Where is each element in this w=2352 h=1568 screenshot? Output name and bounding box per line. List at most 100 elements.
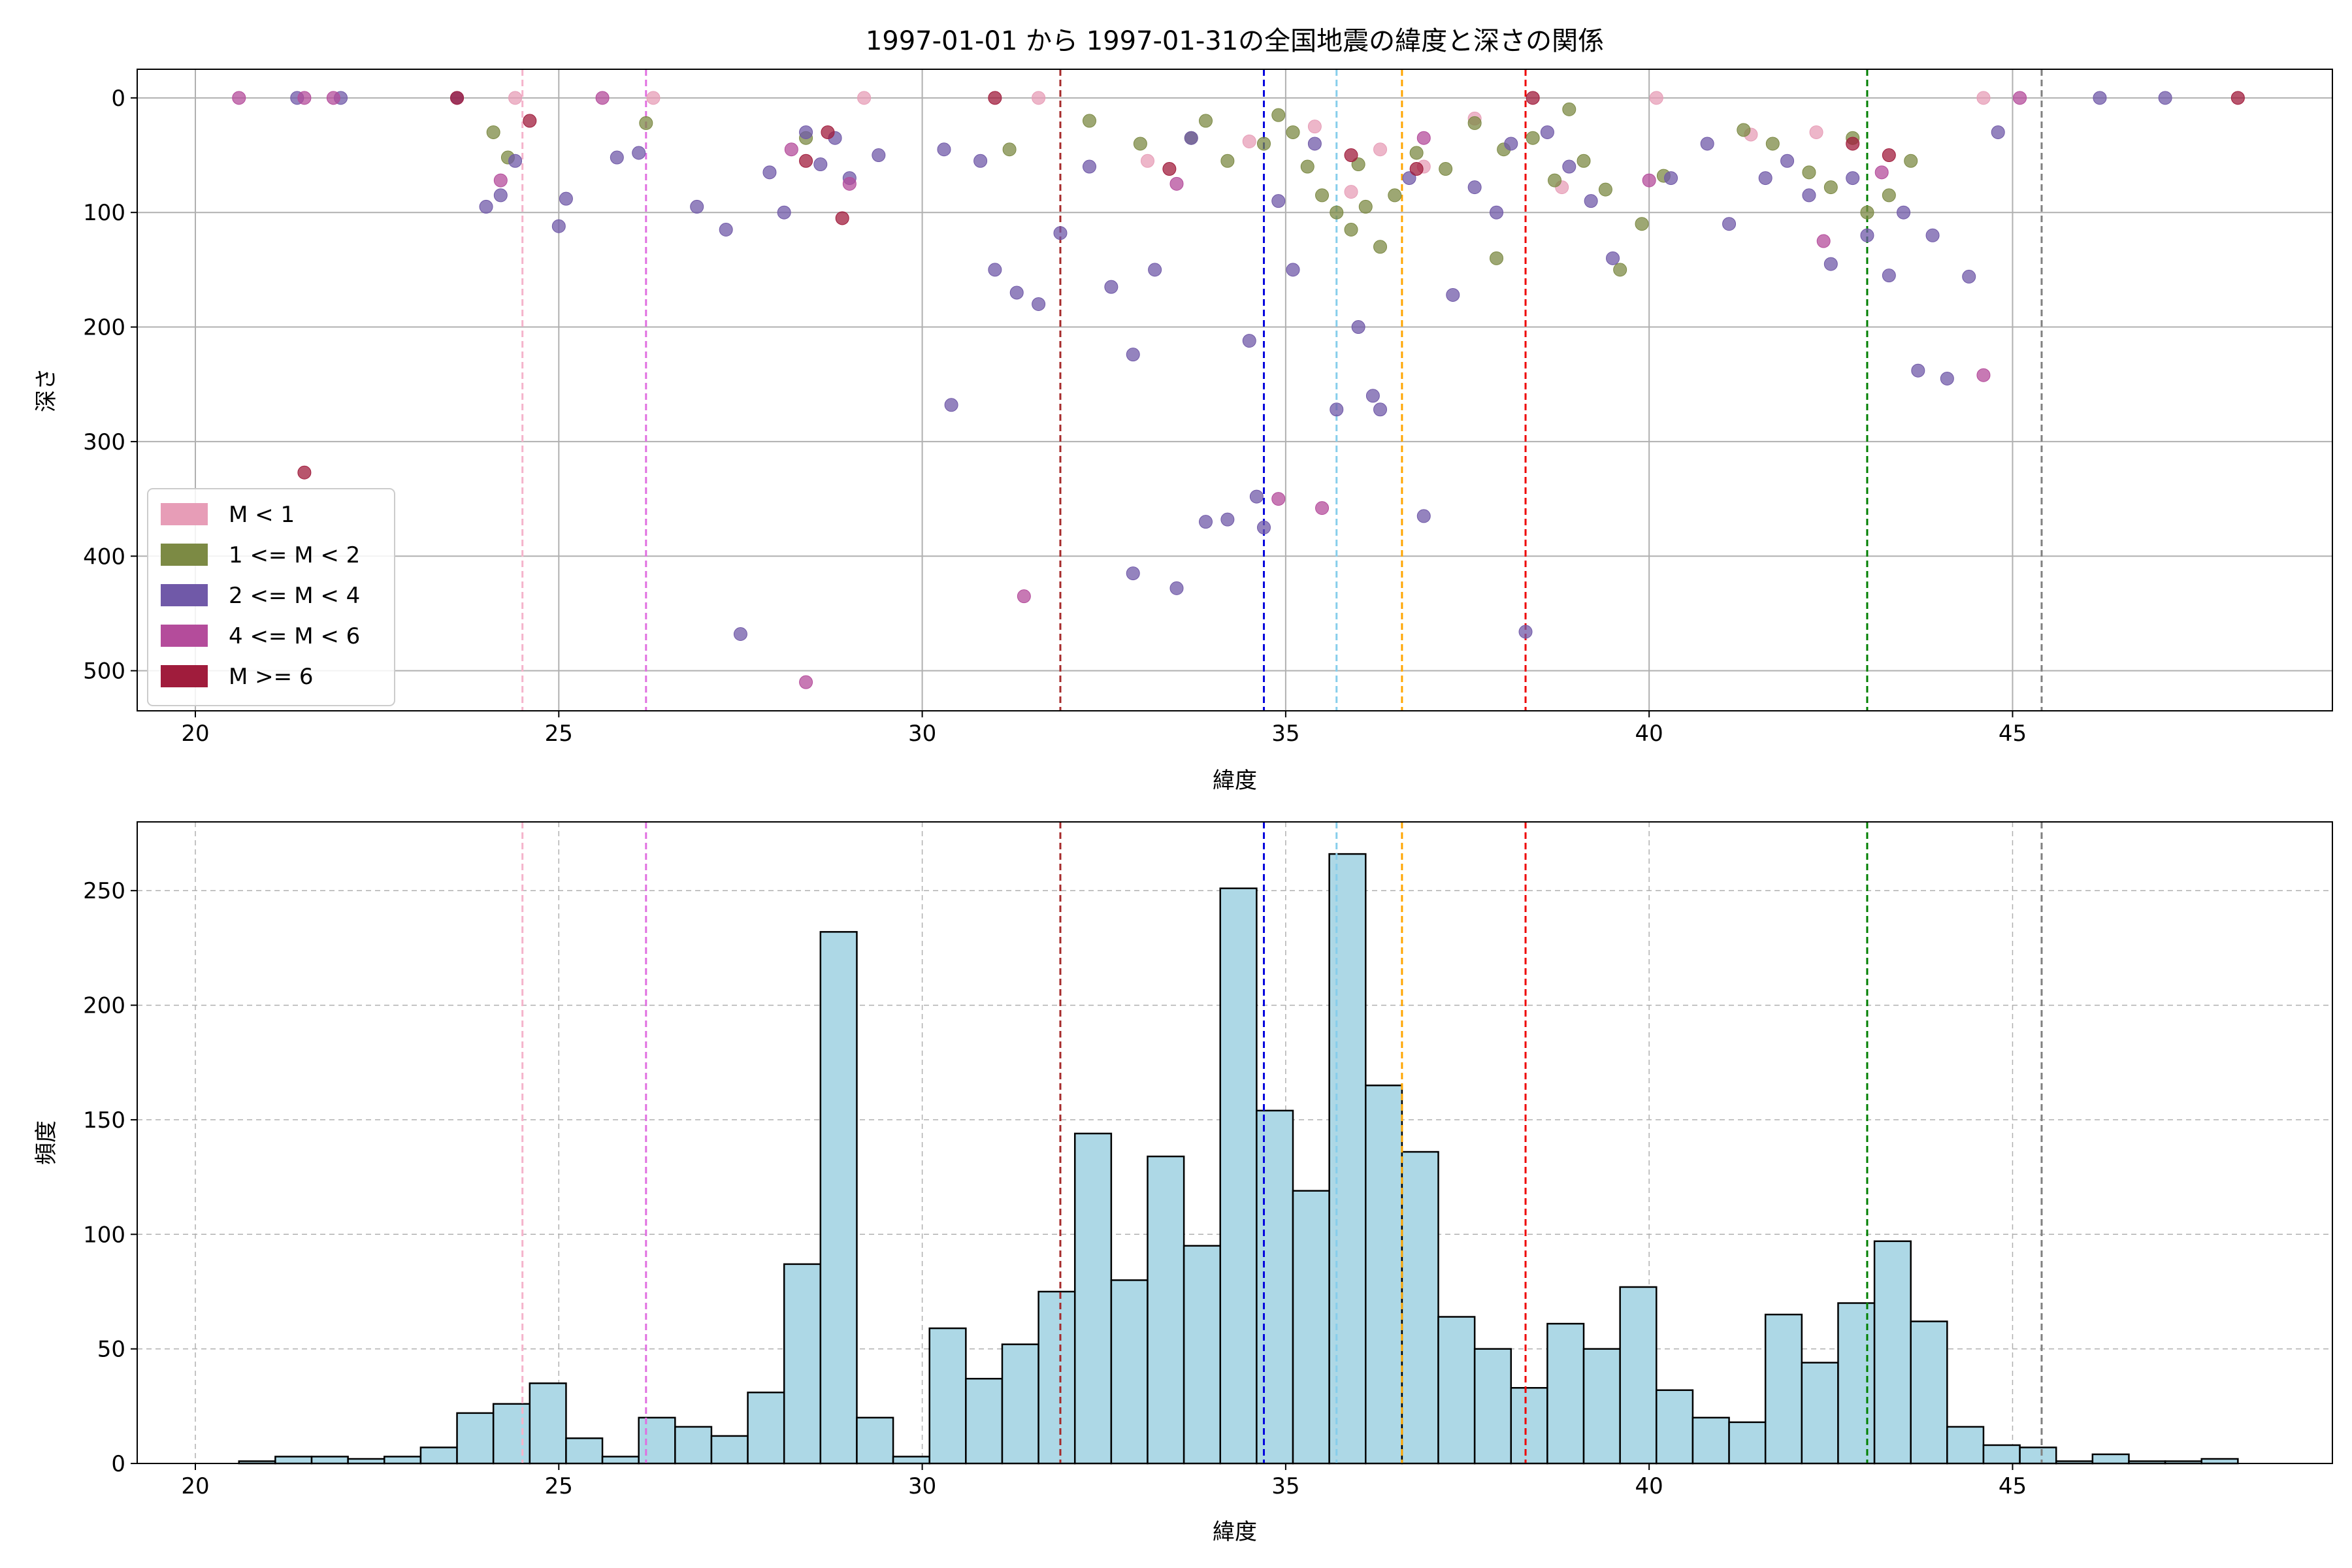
legend-swatch — [161, 544, 208, 566]
histogram-bar — [1946, 1426, 1985, 1465]
scatter-point — [1409, 146, 1424, 160]
histogram-bar — [856, 1416, 894, 1465]
histogram-bar — [2200, 1458, 2239, 1465]
legend-label: 1 <= M < 2 — [229, 542, 360, 568]
scatter-point — [1976, 368, 1991, 382]
scatter-point — [559, 191, 573, 206]
scatter-point — [1373, 402, 1388, 417]
scatter-point — [1169, 581, 1184, 595]
scatter-point — [1242, 134, 1256, 148]
scatter-xtick-label: 20 — [181, 721, 209, 747]
histogram-bar — [1473, 1348, 1512, 1465]
histogram-xtick-label: 40 — [1635, 1473, 1663, 1499]
scatter-point — [1962, 269, 1976, 284]
histogram-xlabel: 緯度 — [1213, 1519, 1257, 1545]
scatter-point — [2093, 91, 2107, 105]
scatter-point — [1991, 125, 2005, 139]
scatter-point — [1017, 589, 1031, 604]
histogram-xtick-label: 45 — [1999, 1473, 2027, 1499]
histogram-bar — [1256, 1109, 1294, 1465]
scatter-ylabel: 深さ — [33, 368, 59, 412]
histogram-bar — [1001, 1343, 1039, 1465]
histogram-bar — [565, 1437, 604, 1465]
scatter-point — [813, 157, 828, 172]
histogram-bar — [1401, 1151, 1439, 1465]
scatter-point — [1257, 137, 1271, 151]
scatter-point — [1860, 228, 1874, 242]
scatter-point — [821, 125, 835, 139]
histogram-bar — [710, 1435, 749, 1465]
scatter-xtick-label: 30 — [908, 721, 936, 747]
scatter-frame — [137, 69, 2333, 711]
scatter-point — [1104, 280, 1119, 294]
scatter-point — [1330, 402, 1344, 417]
scatter-point — [1373, 142, 1388, 157]
scatter-point — [1635, 217, 1649, 231]
scatter-point — [639, 116, 653, 130]
scatter-point — [2013, 91, 2027, 105]
histogram-bar — [1837, 1302, 1876, 1465]
histogram-bar — [1691, 1416, 1730, 1465]
scatter-point — [1816, 234, 1831, 248]
scatter-point — [1526, 91, 1540, 105]
scatter-point — [1416, 509, 1431, 523]
scatter-point — [1307, 120, 1322, 134]
histogram-vlines — [521, 822, 2043, 1463]
scatter-ytick-label: 200 — [83, 315, 125, 341]
scatter-point — [1874, 165, 1889, 180]
legend-label: 2 <= M < 4 — [229, 583, 360, 609]
scatter-point — [1584, 194, 1598, 208]
scatter-point — [551, 219, 566, 233]
scatter-xtick-label: 40 — [1635, 721, 1663, 747]
histogram-ytick-label: 0 — [111, 1451, 125, 1477]
histogram-bar — [1910, 1320, 1948, 1465]
scatter-point — [1388, 188, 1402, 203]
scatter-point — [1882, 148, 1896, 163]
scatter-point — [632, 146, 646, 160]
scatter-point — [1846, 137, 1860, 151]
scatter-point — [232, 91, 246, 105]
scatter-point — [690, 199, 704, 214]
scatter-point — [1802, 188, 1816, 203]
scatter-point — [1271, 194, 1286, 208]
scatter-point — [937, 142, 951, 157]
histogram-bar — [1219, 887, 1258, 1465]
scatter-point — [1351, 320, 1365, 335]
scatter-panel: 20 25 30 35 40 45 0 100 200 300 400 500 緯度 深さ M < 1… — [33, 69, 2333, 794]
scatter-point — [493, 173, 508, 188]
scatter-point — [1700, 137, 1714, 151]
scatter-point — [1315, 188, 1330, 203]
legend-label: M >= 6 — [229, 664, 314, 690]
scatter-point — [1598, 182, 1612, 197]
histogram-bar — [892, 1456, 930, 1465]
scatter-point — [1504, 137, 1518, 151]
scatter-point — [762, 165, 777, 180]
scatter-point — [733, 627, 747, 642]
scatter-point — [1220, 154, 1235, 168]
scatter-xtick-label: 25 — [545, 721, 573, 747]
scatter-ytick-label: 500 — [83, 659, 125, 685]
scatter-point — [1249, 489, 1264, 504]
histogram-bar — [2091, 1453, 2130, 1465]
scatter-point — [784, 142, 798, 157]
histogram-ylabel: 頻度 — [33, 1120, 59, 1165]
scatter-point — [1846, 171, 1860, 186]
scatter-point — [1860, 205, 1874, 220]
scatter-point — [988, 263, 1002, 277]
scatter-point — [1032, 91, 1046, 105]
scatter-point — [493, 188, 508, 203]
histogram-bar — [1183, 1245, 1221, 1465]
scatter-point — [1053, 226, 1068, 240]
scatter-xtick-label: 45 — [1999, 721, 2027, 747]
scatter-point — [1351, 157, 1365, 172]
histogram-bar — [1546, 1322, 1585, 1465]
scatter-ytick-label: 100 — [83, 200, 125, 226]
scatter-point — [1307, 137, 1322, 151]
scatter-point — [1823, 180, 1838, 195]
scatter-point — [835, 211, 849, 225]
scatter-point — [1548, 173, 1562, 188]
scatter-point — [1184, 131, 1198, 145]
scatter-point — [1882, 188, 1896, 203]
histogram-bar — [928, 1327, 967, 1465]
histogram-ytick-label: 150 — [83, 1107, 125, 1134]
